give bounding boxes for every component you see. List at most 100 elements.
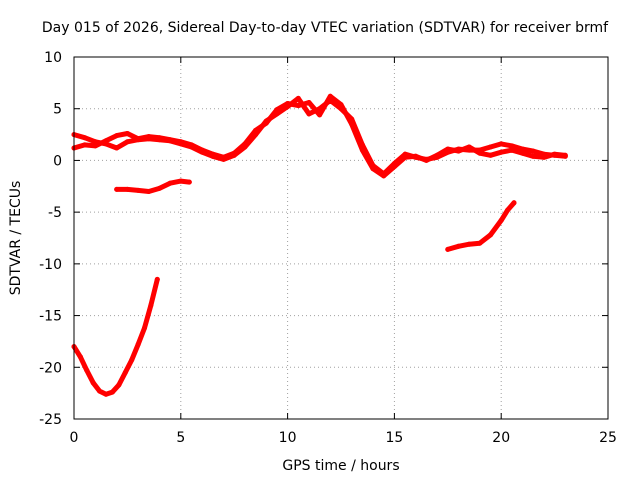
data-point-satellite-track-mid — [114, 186, 120, 192]
data-point-satellite-track-mid — [135, 187, 141, 193]
data-point-satellite-track-low-left — [90, 380, 96, 386]
data-point-satellite-track-low-left — [129, 357, 135, 363]
data-point-satellite-track-main-a — [114, 145, 120, 151]
data-point-satellite-track-main-b — [221, 154, 226, 160]
data-point-satellite-track-main-b — [263, 120, 269, 126]
grid-layer — [74, 57, 608, 419]
data-point-satellite-track-main-b — [189, 142, 194, 148]
data-point-satellite-track-right — [477, 240, 483, 246]
data-point-satellite-track-main-b — [295, 103, 301, 109]
data-point-satellite-track-main-a — [488, 144, 493, 150]
data-point-satellite-track-main-b — [156, 135, 162, 141]
data-point-satellite-track-low-left — [116, 382, 122, 388]
y-tick-label: -5 — [48, 205, 62, 221]
data-point-satellite-track-low-left — [103, 391, 109, 397]
x-tick-label: 25 — [599, 430, 617, 446]
data-point-satellite-track-main-a — [530, 148, 536, 154]
data-point-satellite-track-main-b — [445, 146, 451, 152]
data-point-satellite-track-main-b — [82, 142, 88, 148]
chart-title: Day 015 of 2026, Sidereal Day-to-day VTE… — [42, 20, 609, 36]
data-point-satellite-track-main-b — [520, 150, 526, 156]
data-point-satellite-track-mid — [124, 186, 130, 192]
data-point-satellite-track-low-left — [154, 276, 160, 282]
x-tick-label: 20 — [492, 430, 510, 446]
plot-frame — [73, 56, 609, 420]
data-point-satellite-track-main-b — [423, 157, 429, 163]
data-point-satellite-track-main-b — [530, 153, 536, 159]
data-point-satellite-track-main-b — [349, 121, 355, 127]
data-point-satellite-track-main-b — [359, 147, 365, 153]
data-point-satellite-track-main-b — [456, 148, 461, 154]
data-point-satellite-track-main-b — [210, 151, 216, 157]
data-point-satellite-track-main-b — [114, 133, 120, 139]
data-point-satellite-track-main-b — [231, 150, 237, 156]
data-point-satellite-track-mid — [178, 178, 184, 184]
data-point-satellite-track-low-left — [109, 389, 115, 395]
data-point-satellite-track-right — [498, 217, 504, 223]
data-point-satellite-track-low-left — [135, 342, 141, 347]
data-point-satellite-track-main-b — [178, 139, 184, 145]
data-point-satellite-track-main-b — [562, 152, 568, 158]
series-line-satellite-track-low-left — [71, 276, 160, 397]
data-point-satellite-track-mid — [156, 185, 162, 191]
data-point-satellite-track-low-left — [148, 302, 154, 308]
data-point-satellite-track-main-b — [327, 93, 333, 99]
data-point-satellite-track-main-b — [199, 147, 205, 153]
ticks-layer — [73, 56, 609, 420]
data-point-satellite-track-right — [505, 207, 511, 213]
data-point-satellite-track-main-b — [92, 143, 98, 149]
data-point-satellite-track-main-a — [124, 139, 130, 145]
data-point-satellite-track-main-b — [370, 166, 376, 172]
y-tick-label: -15 — [39, 309, 62, 325]
data-point-satellite-track-main-a — [509, 143, 515, 149]
data-point-satellite-track-right — [456, 243, 461, 249]
data-point-satellite-track-main-a — [498, 141, 504, 147]
data-point-satellite-track-main-b — [167, 137, 173, 143]
y-tick-label: 10 — [44, 50, 62, 66]
data-point-satellite-track-main-b — [552, 151, 558, 157]
data-point-satellite-track-low-left — [84, 367, 90, 373]
data-point-satellite-track-main-b — [242, 141, 248, 147]
x-tick-label: 0 — [70, 430, 79, 446]
data-point-satellite-track-main-b — [338, 102, 344, 108]
y-tick-label: 5 — [53, 102, 62, 118]
data-point-satellite-track-right — [466, 241, 472, 247]
data-point-satellite-track-main-b — [541, 154, 547, 160]
data-point-satellite-track-main-a — [306, 111, 312, 117]
data-point-satellite-track-low-left — [77, 354, 83, 360]
data-point-satellite-track-main-a — [295, 95, 301, 101]
x-tick-label: 10 — [279, 430, 297, 446]
y-tick-label: 0 — [53, 153, 62, 169]
data-point-satellite-track-main-b — [274, 107, 280, 113]
data-point-satellite-track-main-b — [124, 131, 130, 136]
data-point-satellite-track-main-b — [253, 127, 259, 133]
data-point-satellite-track-main-b — [488, 152, 493, 158]
data-point-satellite-track-main-b — [413, 153, 419, 159]
data-point-satellite-track-right — [511, 200, 517, 206]
data-point-satellite-track-main-b — [317, 112, 323, 118]
data-point-satellite-track-main-b — [498, 149, 504, 155]
data-point-satellite-track-main-b — [477, 150, 483, 156]
data-point-satellite-track-main-b — [306, 100, 312, 105]
data-point-satellite-track-low-left — [122, 370, 128, 375]
x-tick-label: 15 — [385, 430, 403, 446]
tick-labels-layer: 0 5 10 15 20 25 -25 -20 -15 -10 -5 0 5 10 — [39, 50, 617, 446]
data-point-satellite-track-low-left — [97, 388, 103, 394]
data-point-satellite-track-main-b — [466, 144, 472, 150]
y-axis-title: SDTVAR / TECUs — [8, 181, 24, 296]
data-point-satellite-track-low-left — [142, 325, 147, 331]
data-point-satellite-track-main-b — [381, 173, 387, 179]
data-point-satellite-track-main-b — [402, 154, 408, 160]
data-point-satellite-track-main-b — [434, 152, 440, 158]
data-point-satellite-track-main-b — [391, 164, 397, 170]
data-point-satellite-track-main-b — [146, 134, 152, 140]
data-point-satellite-track-main-b — [509, 147, 515, 153]
y-tick-label: -10 — [39, 257, 62, 273]
data-point-satellite-track-mid — [186, 179, 192, 185]
data-point-satellite-track-right — [445, 246, 451, 252]
data-point-satellite-track-main-a — [82, 135, 88, 141]
data-point-satellite-track-right — [488, 232, 493, 238]
series-layer — [71, 93, 568, 397]
